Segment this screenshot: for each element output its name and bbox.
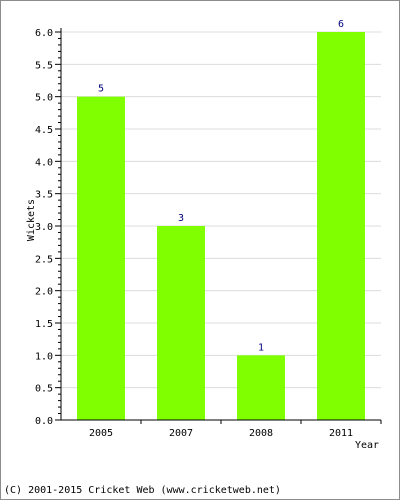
y-tick-label: 4.5: [35, 125, 53, 136]
x-tick-label: 2005: [89, 428, 113, 439]
bar-2008: [237, 355, 285, 420]
y-tick-label: 3.0: [35, 222, 53, 233]
x-axis-title: Year: [355, 440, 379, 451]
data-label: 3: [178, 213, 184, 224]
y-tick-label: 4.0: [35, 157, 53, 168]
y-tick-label: 6.0: [35, 28, 53, 39]
y-tick-label: 1.5: [35, 319, 53, 330]
bar-2011: [317, 32, 365, 420]
y-tick-label: 2.0: [35, 287, 53, 298]
y-tick-label: 5.5: [35, 60, 53, 71]
y-tick-label: 3.5: [35, 190, 53, 201]
copyright-footer: (C) 2001-2015 Cricket Web (www.cricketwe…: [4, 485, 281, 496]
y-tick-label: 0.5: [35, 384, 53, 395]
y-tick-label: 1.0: [35, 351, 53, 362]
data-label: 5: [98, 84, 104, 95]
x-tick-label: 2008: [249, 428, 273, 439]
x-tick-label: 2011: [329, 428, 353, 439]
data-label: 1: [258, 342, 264, 353]
bar-2007: [157, 226, 205, 420]
bar-2005: [77, 96, 125, 421]
y-tick-label: 2.5: [35, 254, 53, 265]
y-tick-label: 5.0: [35, 93, 53, 104]
y-axis-title: Wickets: [26, 199, 37, 241]
data-label: 6: [338, 19, 344, 30]
y-tick-label: 0.0: [35, 416, 53, 427]
x-tick-label: 2007: [169, 428, 193, 439]
